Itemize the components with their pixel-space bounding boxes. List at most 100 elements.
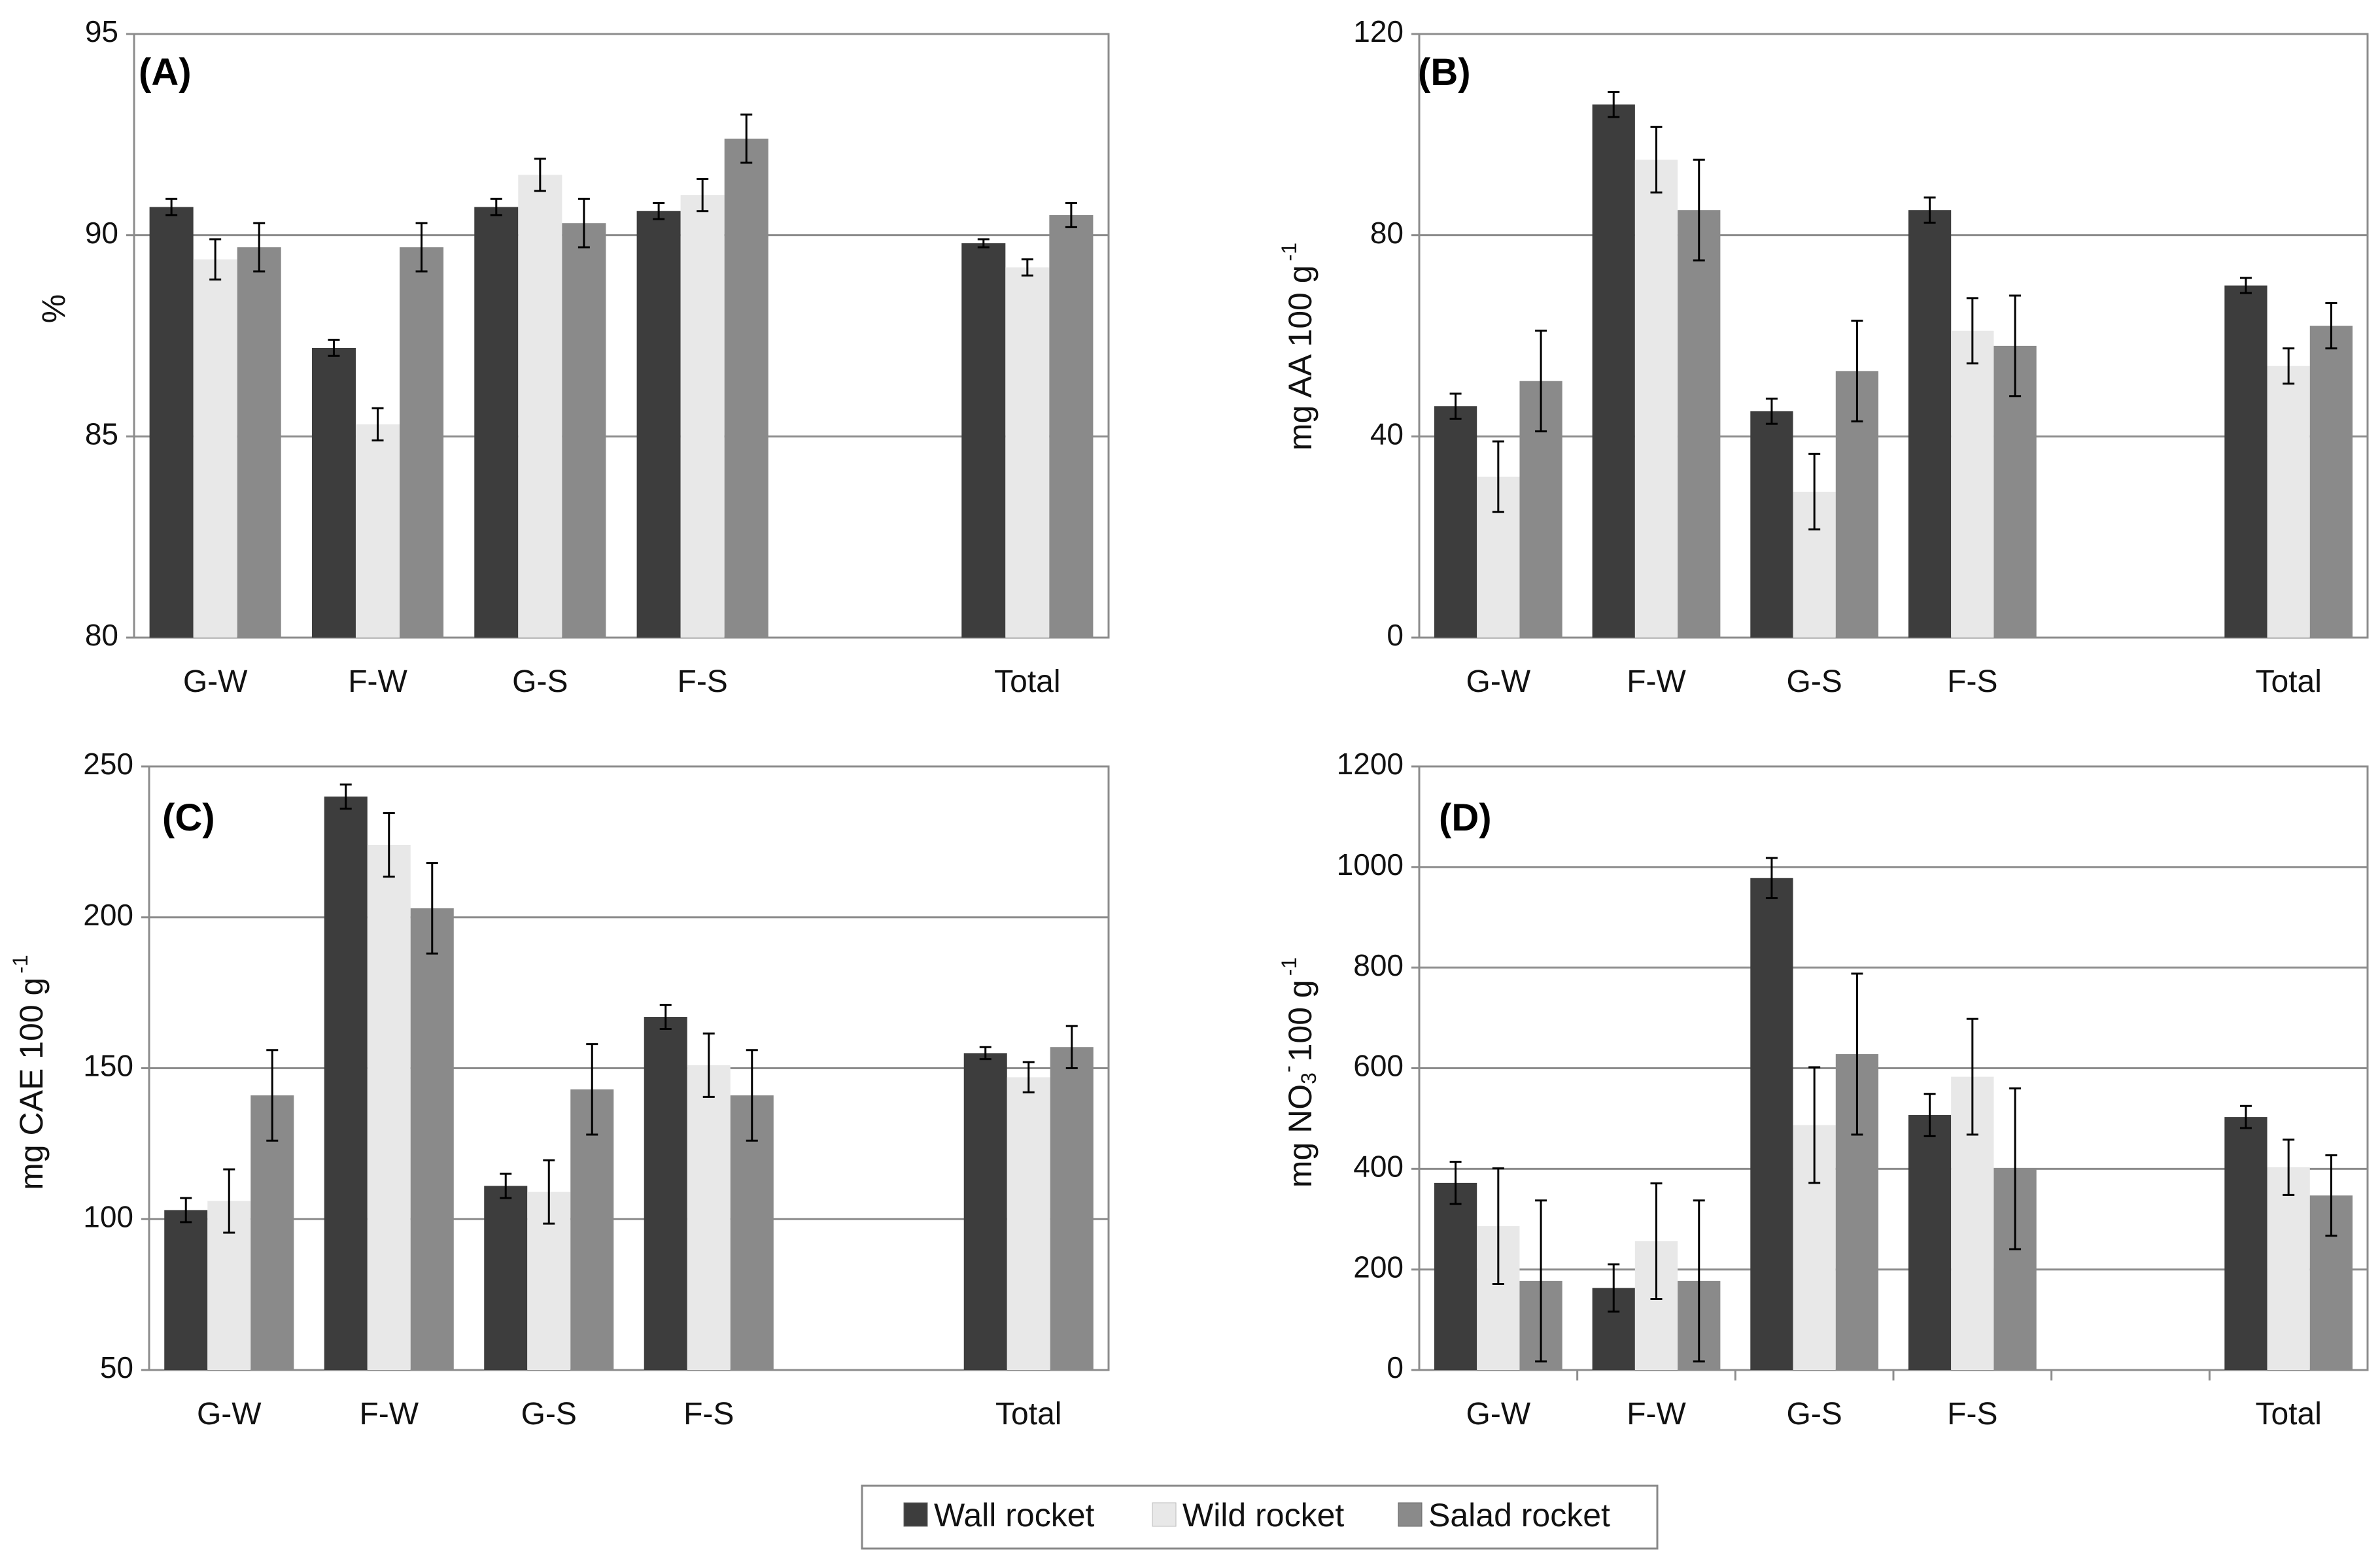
bar-wild xyxy=(1007,1077,1050,1370)
bar-wall xyxy=(963,1053,1007,1370)
bar-wall xyxy=(149,207,194,638)
x-category-label: Total xyxy=(995,1397,1061,1431)
x-category-label: Total xyxy=(2255,664,2321,699)
y-axis-title-d: mg NO3- 100 g -1 xyxy=(1276,957,1320,1188)
y-tick-label: 1200 xyxy=(1337,747,1404,781)
x-category-label: G-W xyxy=(1466,664,1531,699)
legend-label-wild: Wild rocket xyxy=(1182,1497,1344,1533)
y-axis-title-d-main: mg NO xyxy=(1282,1084,1319,1188)
x-category-label: F-W xyxy=(359,1397,419,1431)
y-axis-title-d-rest-sup: -1 xyxy=(1277,957,1301,976)
bar-wild xyxy=(1634,160,1678,638)
legend-swatch-salad xyxy=(1398,1502,1423,1527)
bar-wall xyxy=(474,207,519,638)
y-tick-label: 40 xyxy=(1370,417,1404,451)
y-tick-label: 80 xyxy=(1370,216,1404,250)
bar-salad xyxy=(237,247,281,638)
bar-wall xyxy=(961,243,1006,638)
y-axis-title-d-rest: 100 g xyxy=(1282,980,1319,1061)
x-category-label: Total xyxy=(994,664,1060,699)
y-tick-label: 200 xyxy=(1353,1250,1404,1284)
panel-label: (A) xyxy=(139,51,192,94)
y-axis-title-c: mg CAE 100 g -1 xyxy=(9,955,50,1190)
bar-wild xyxy=(355,424,400,638)
bar-wall xyxy=(2224,285,2268,638)
y-tick-label: 100 xyxy=(83,1199,133,1233)
x-category-label: F-S xyxy=(683,1397,734,1431)
bar-wall xyxy=(644,1017,687,1370)
y-axis-title-d-sub: 3 xyxy=(1297,1072,1320,1084)
y-axis-title-b-sup: -1 xyxy=(1277,243,1301,261)
bar-wild xyxy=(687,1065,731,1370)
panel-a: 80 85 90 95 G-W F-W G-S F-S Total (A) xyxy=(85,14,1110,699)
bar-salad xyxy=(400,247,444,638)
x-category-label: G-S xyxy=(521,1397,577,1431)
bar-wall xyxy=(636,211,681,638)
bar-wall xyxy=(484,1186,528,1370)
y-tick-label: 90 xyxy=(85,216,118,250)
panel-label: (D) xyxy=(1439,797,1492,839)
bar-wild xyxy=(518,175,562,638)
y-tick-label: 200 xyxy=(83,898,133,932)
x-category-label: G-S xyxy=(1786,1397,1842,1431)
legend-label-salad: Salad rocket xyxy=(1428,1497,1610,1533)
legend-swatch-wall xyxy=(903,1502,928,1527)
y-tick-label: 800 xyxy=(1353,948,1404,982)
bar-wall xyxy=(2224,1117,2268,1370)
x-category-label: F-S xyxy=(1947,1397,1997,1431)
y-tick-label: 1000 xyxy=(1337,848,1404,882)
x-category-label: F-W xyxy=(1627,1397,1686,1431)
y-axis-title-b: mg AA 100 g -1 xyxy=(1277,243,1319,451)
y-tick-label: 50 xyxy=(100,1350,133,1384)
bar-wild xyxy=(680,195,725,638)
bar-wild xyxy=(367,844,411,1370)
panel-b: 0 40 80 120 G-W F-W G-S F-S Total (B) xyxy=(1353,14,2369,699)
bar-salad xyxy=(562,223,606,638)
bar-wall xyxy=(311,347,356,638)
bar-wild xyxy=(193,259,237,638)
x-category-label: G-W xyxy=(197,1397,262,1431)
bar-wall xyxy=(1750,878,1793,1370)
y-axis-title-b-main: mg AA 100 g xyxy=(1282,265,1319,451)
bar-wall xyxy=(1908,210,1952,638)
legend-swatch-wild xyxy=(1152,1502,1177,1527)
legend-label-wall: Wall rocket xyxy=(934,1497,1095,1533)
x-category-label: Total xyxy=(2255,1397,2321,1431)
y-tick-label: 0 xyxy=(1387,1350,1404,1384)
legend-box xyxy=(861,1484,1659,1550)
y-tick-label: 85 xyxy=(85,417,118,451)
y-axis-title-c-main: mg CAE 100 g xyxy=(13,978,50,1190)
bar-wild xyxy=(2267,1167,2310,1370)
x-category-label: G-S xyxy=(512,664,568,699)
y-axis-title-a: % xyxy=(35,294,72,323)
legend: Wall rocket Wild rocket Salad rocket xyxy=(861,1484,1659,1550)
bar-salad xyxy=(1678,210,1721,638)
x-category-label: G-W xyxy=(1466,1397,1531,1431)
plot-area xyxy=(1418,33,2369,639)
bar-wall xyxy=(1434,1182,1477,1370)
bar-salad xyxy=(2309,326,2353,638)
y-axis-title-c-sup: -1 xyxy=(9,955,32,973)
bar-wall xyxy=(1750,411,1793,638)
panel-c: 50 100 150 200 250 G-W F-W G-S F-S Total (C) xyxy=(83,747,1110,1431)
y-tick-label: 600 xyxy=(1353,1049,1404,1083)
x-category-label: F-W xyxy=(1627,664,1686,699)
y-tick-label: 400 xyxy=(1353,1149,1404,1183)
bar-wild xyxy=(2267,366,2310,638)
bar-wall xyxy=(1592,104,1635,638)
x-category-label: G-W xyxy=(183,664,248,699)
bar-wild xyxy=(1951,330,1994,638)
bar-wild xyxy=(1005,267,1050,638)
y-tick-label: 95 xyxy=(85,14,118,48)
y-tick-label: 120 xyxy=(1353,14,1404,48)
y-tick-label: 250 xyxy=(83,747,133,781)
y-tick-label: 80 xyxy=(85,618,118,652)
bar-salad xyxy=(410,908,454,1370)
y-axis-title-d-sup: - xyxy=(1276,1065,1300,1072)
bar-salad xyxy=(1050,1047,1094,1370)
panel-label: (C) xyxy=(162,797,215,839)
x-category-label: G-S xyxy=(1786,664,1842,699)
bar-salad xyxy=(724,138,768,638)
bar-salad xyxy=(570,1089,614,1370)
